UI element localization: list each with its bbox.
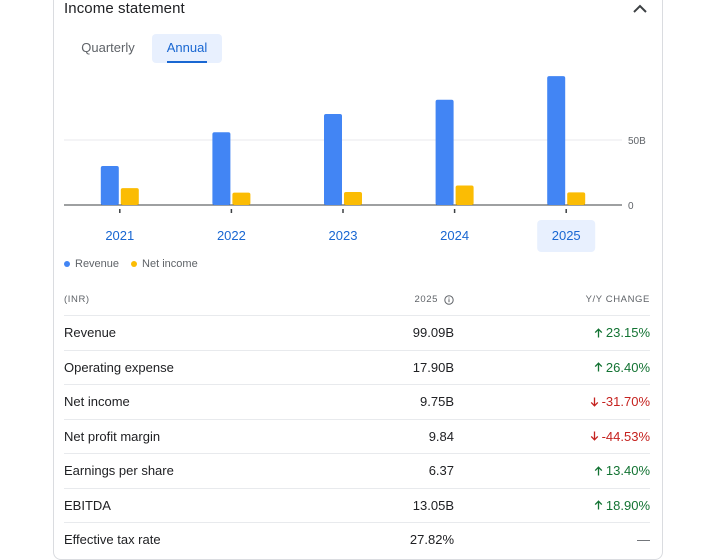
row-change-value: 13.40% [605,463,650,478]
header-currency: (INR) [64,294,90,305]
legend-netincome-label: Net income [142,258,198,270]
arrow-down-icon [590,397,598,407]
legend-item-net-income: Net income [131,258,198,270]
revenue-dot-icon [64,261,70,267]
header-change: Y/Y CHANGE [585,294,650,305]
x-tick-label[interactable]: 2025 [552,228,581,243]
row-value: 9.75B [420,394,454,409]
income-chart: 0 50B 2021 2022 2023 2024 2025 [64,76,646,252]
row-change: 18.90% [594,498,650,513]
x-tick-label[interactable]: 2024 [440,228,469,243]
tab-annual-label: Annual [166,40,208,55]
y-tick-label: 0 [628,201,634,212]
revenue-bar [435,99,454,205]
revenue-bar [547,76,566,205]
net-income-bar [232,192,251,205]
revenue-bar [324,114,342,205]
row-label: Earnings per share [64,463,174,478]
row-value: 17.90B [412,359,454,375]
row-value: 13.05B [412,497,454,513]
x-tick-label[interactable]: 2021 [105,228,134,243]
row-value: 27.82% [409,532,454,547]
legend-item-revenue: Revenue [64,258,119,270]
table-row: Revenue 99.09B 23.15% [64,315,650,350]
revenue-bar [100,166,119,205]
tab-annual[interactable]: Annual [152,34,222,63]
net-income-dot-icon [131,261,138,267]
table-row: Operating expense 17.90B 26.40% [64,349,650,385]
row-change: -31.70% [590,394,650,409]
income-table: Revenue 99.09B 23.15% Operating expense 17.9… [64,315,650,557]
row-label: Revenue [64,325,117,340]
arrow-up-icon [594,327,603,337]
card-title: Income statement [64,0,185,17]
selected-year-highlight [537,220,596,252]
row-change: 13.40% [594,463,650,478]
row-change: -44.53% [590,429,650,444]
row-label: Effective tax rate [64,532,161,547]
row-label: EBITDA [64,497,111,513]
legend-revenue-label: Revenue [75,258,120,270]
tab-quarterly[interactable]: Quarterly [81,40,135,55]
row-change-value: 18.90% [605,497,650,513]
table-header: (INR) 2025 Y/Y CHANGE [64,294,650,308]
net-income-bar [344,192,362,205]
net-income-bar [567,192,586,205]
table-row: Net profit margin 9.84 -44.53% [64,418,650,454]
y-tick-label: 50B [628,136,646,147]
row-change: 23.15% [594,325,650,340]
chevron-up-icon[interactable] [630,2,650,16]
row-label: Operating expense [64,359,174,375]
row-change-value: 23.15% [605,325,650,340]
row-change-value: -44.53% [601,428,650,444]
x-tick-label[interactable]: 2022 [217,228,246,243]
table-row: EBITDA 13.05B 18.90% [64,487,650,523]
arrow-down-icon [590,431,598,441]
arrow-up-icon [594,500,603,510]
row-label: Net profit margin [64,428,161,444]
arrow-up-icon [594,465,603,475]
arrow-up-icon [594,362,603,372]
chart-legend: Revenue Net income [64,258,198,270]
row-change-value: -31.70% [601,394,650,409]
net-income-bar [455,185,474,205]
info-icon[interactable] [444,294,454,305]
row-value: 99.09B [412,325,454,340]
net-income-bar [120,188,139,205]
row-change-value: — [637,532,650,547]
table-row: Net income 9.75B -31.70% [64,384,650,419]
row-change-value: 26.40% [605,359,650,375]
row-change: 26.40% [594,360,650,375]
header-year-label: 2025 [414,294,438,305]
table-row: Earnings per share 6.37 13.40% [64,453,650,488]
row-change: — [637,532,650,547]
revenue-bar [212,132,231,205]
row-label: Net income [64,394,130,409]
row-value: 6.37 [428,463,454,478]
x-tick-label[interactable]: 2023 [329,228,358,243]
tab-selected-indicator [167,61,207,63]
header-year: 2025 [414,294,454,305]
row-value: 9.84 [428,428,454,444]
table-row: Effective tax rate 27.82% — [64,522,650,557]
